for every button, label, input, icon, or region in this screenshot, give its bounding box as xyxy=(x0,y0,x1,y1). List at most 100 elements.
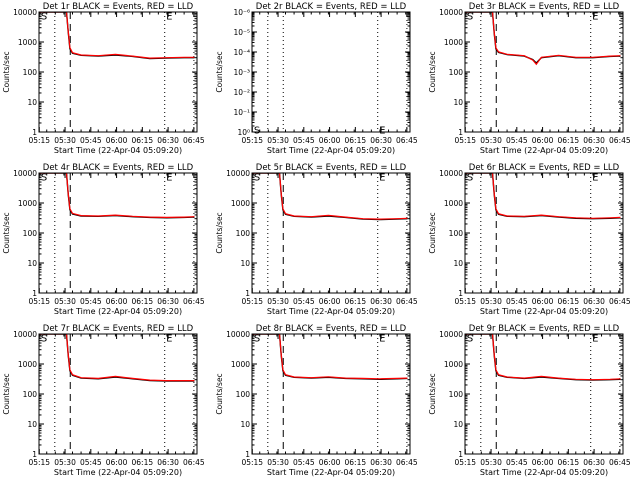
y-tick-label: 1000 xyxy=(18,360,37,369)
series-line-lld xyxy=(465,334,621,381)
plot-frame xyxy=(251,172,411,294)
y-tick-label: 1 xyxy=(32,128,37,137)
y-tick-label: 1000 xyxy=(444,199,463,208)
x-tick-label: 05:45 xyxy=(506,297,528,306)
series-group xyxy=(39,173,195,219)
panel-title: Det 1r BLACK = Events, RED = LLD xyxy=(43,2,194,12)
corner-label-e: E xyxy=(379,172,385,183)
y-tick-label: 1 xyxy=(245,289,250,298)
series-line-lld xyxy=(252,334,408,380)
x-tick-label: 06:00 xyxy=(319,297,341,306)
corner-label-s: S xyxy=(254,126,260,137)
y-axis-label: Counts/sec xyxy=(215,51,224,92)
x-tick-label: 05:15 xyxy=(241,458,263,467)
y-tick-label: 10 xyxy=(453,420,463,429)
corner-label-e: E xyxy=(592,11,598,22)
corner-label-s: S xyxy=(467,11,473,22)
series-group xyxy=(465,173,621,220)
y-axis-label: Counts/sec xyxy=(2,51,11,92)
corner-label-s: S xyxy=(467,172,473,183)
x-tick-label: 06:15 xyxy=(345,458,367,467)
y-tick-label: 10000 xyxy=(13,169,37,178)
series-line-lld xyxy=(465,173,621,219)
plot-frame xyxy=(38,11,198,133)
x-tick-label: 06:30 xyxy=(583,458,605,467)
x-tick-label: 06:00 xyxy=(106,458,128,467)
x-tick-label: 05:30 xyxy=(54,297,76,306)
panel-title: Det 3r BLACK = Events, RED = LLD xyxy=(469,2,620,12)
corner-label-s: S xyxy=(41,11,47,22)
x-tick-label: 05:15 xyxy=(241,136,263,145)
x-tick-label: 06:45 xyxy=(396,297,418,306)
y-tick-label: 100 xyxy=(449,68,464,77)
x-tick-label: 06:45 xyxy=(183,297,205,306)
plot-frame xyxy=(38,172,198,294)
series-group xyxy=(252,334,408,381)
x-tick-label: 05:30 xyxy=(480,136,502,145)
x-tick-label: 06:45 xyxy=(609,297,631,306)
y-tick-label: 10⁻⁶ xyxy=(233,8,250,17)
x-tick-label: 06:45 xyxy=(396,136,418,145)
y-tick-label: 1000 xyxy=(231,360,250,369)
x-tick-label: 06:00 xyxy=(106,136,128,145)
y-tick-label: 10⁻³ xyxy=(233,68,250,77)
y-tick-label: 10000 xyxy=(13,330,37,339)
y-tick-label: 1000 xyxy=(444,38,463,47)
x-axis-label: Start Time (22-Apr-04 05:09:20) xyxy=(480,468,608,477)
x-tick-label: 06:30 xyxy=(157,136,179,145)
y-axis-label: Counts/sec xyxy=(428,212,437,253)
y-tick-label: 10000 xyxy=(439,169,463,178)
x-tick-label: 05:45 xyxy=(506,458,528,467)
corner-label-e: E xyxy=(592,333,598,344)
x-tick-label: 05:45 xyxy=(293,297,315,306)
x-tick-label: 05:30 xyxy=(54,458,76,467)
x-axis-label: Start Time (22-Apr-04 05:09:20) xyxy=(480,146,608,155)
x-tick-label: 06:30 xyxy=(157,458,179,467)
x-tick-label: 05:15 xyxy=(28,297,50,306)
y-tick-label: 10 xyxy=(240,420,250,429)
y-tick-label: 100 xyxy=(23,390,38,399)
x-axis-label: Start Time (22-Apr-04 05:09:20) xyxy=(54,307,182,316)
y-tick-label: 10 xyxy=(27,259,37,268)
x-tick-label: 05:30 xyxy=(480,297,502,306)
y-tick-label: 10 xyxy=(453,259,463,268)
panel-title: Det 2r BLACK = Events, RED = LLD xyxy=(256,2,407,12)
x-tick-label: 06:30 xyxy=(370,297,392,306)
x-tick-label: 06:15 xyxy=(132,458,154,467)
x-tick-label: 06:15 xyxy=(558,297,580,306)
panel-title: Det 8r BLACK = Events, RED = LLD xyxy=(256,324,407,334)
series-line-lld xyxy=(39,334,195,382)
y-tick-label: 100 xyxy=(23,68,38,77)
x-tick-label: 05:30 xyxy=(480,458,502,467)
y-tick-label: 10 xyxy=(27,420,37,429)
x-tick-label: 05:30 xyxy=(267,458,289,467)
y-tick-label: 1000 xyxy=(444,360,463,369)
detector-panel-2: Det 2r BLACK = Events, RED = LLD S E 10⁰ 10⁻… xyxy=(215,2,418,155)
y-tick-label: 1000 xyxy=(18,199,37,208)
y-tick-label: 1 xyxy=(458,450,463,459)
y-tick-label: 10 xyxy=(240,259,250,268)
series-line-lld xyxy=(39,173,195,219)
x-axis-label: Start Time (22-Apr-04 05:09:20) xyxy=(267,307,395,316)
panel-title: Det 5r BLACK = Events, RED = LLD xyxy=(256,163,407,173)
x-tick-label: 05:15 xyxy=(28,136,50,145)
x-tick-label: 06:00 xyxy=(532,136,554,145)
y-tick-label: 10 xyxy=(27,98,37,107)
x-tick-label: 06:00 xyxy=(532,297,554,306)
corner-label-e: E xyxy=(592,172,598,183)
x-tick-label: 06:30 xyxy=(583,297,605,306)
series-group xyxy=(465,334,621,381)
corner-label-s: S xyxy=(41,172,47,183)
x-tick-label: 06:15 xyxy=(132,136,154,145)
x-axis-label: Start Time (22-Apr-04 05:09:20) xyxy=(480,307,608,316)
x-tick-label: 06:45 xyxy=(183,136,205,145)
y-tick-label: 1 xyxy=(458,289,463,298)
panel-title: Det 7r BLACK = Events, RED = LLD xyxy=(43,324,194,334)
x-tick-label: 06:15 xyxy=(132,297,154,306)
y-tick-label: 10⁻² xyxy=(233,88,250,97)
y-tick-label: 100 xyxy=(449,229,464,238)
plot-frame xyxy=(464,11,624,133)
